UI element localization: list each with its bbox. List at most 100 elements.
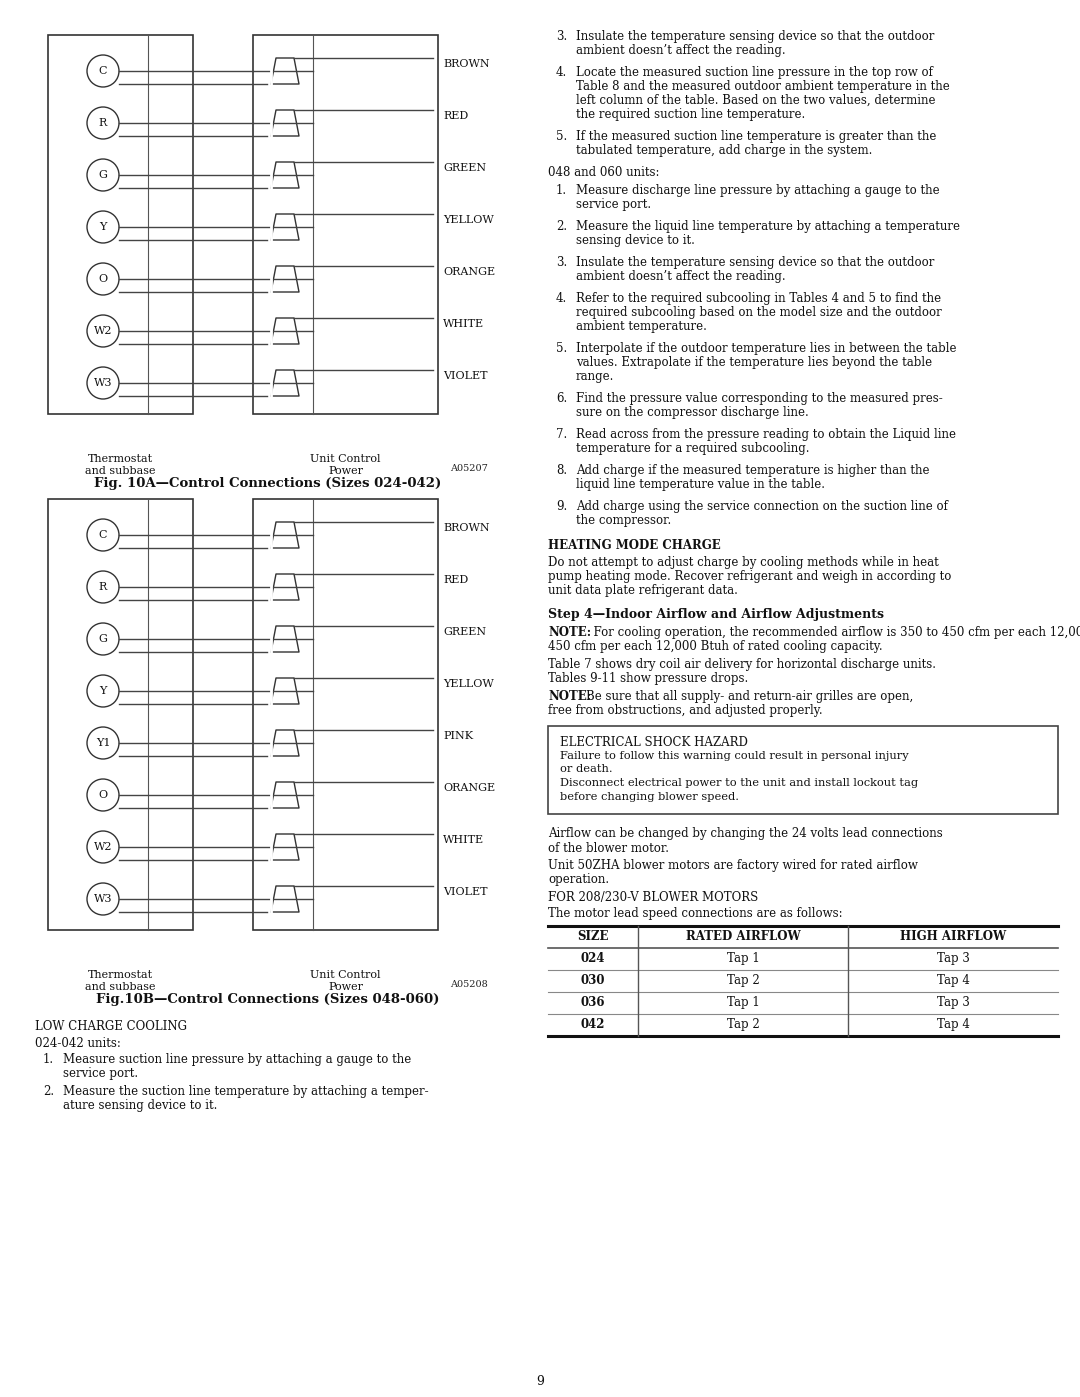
Text: FOR 208/230-V BLOWER MOTORS: FOR 208/230-V BLOWER MOTORS (548, 891, 758, 904)
Text: free from obstructions, and adjusted properly.: free from obstructions, and adjusted pro… (548, 704, 823, 717)
Text: Refer to the required subcooling in Tables 4 and 5 to find the: Refer to the required subcooling in Tabl… (576, 292, 941, 305)
Text: C: C (98, 529, 107, 541)
Text: BROWN: BROWN (443, 59, 489, 68)
Text: 8.: 8. (556, 464, 567, 476)
Text: 3.: 3. (556, 256, 567, 270)
Text: O: O (98, 789, 108, 800)
Text: Thermostat
and subbase: Thermostat and subbase (85, 454, 156, 475)
Text: YELLOW: YELLOW (443, 215, 494, 225)
Text: W2: W2 (94, 326, 112, 337)
Text: tabulated temperature, add charge in the system.: tabulated temperature, add charge in the… (576, 144, 873, 156)
Bar (548, 726, 1058, 813)
Text: WHITE: WHITE (443, 835, 484, 845)
Text: required subcooling based on the model size and the outdoor: required subcooling based on the model s… (576, 306, 942, 319)
Text: before changing blower speed.: before changing blower speed. (561, 792, 739, 802)
Text: A05207: A05207 (450, 464, 488, 474)
Text: Table 7 shows dry coil air delivery for horizontal discharge units.: Table 7 shows dry coil air delivery for … (548, 658, 936, 671)
Text: YELLOW: YELLOW (443, 679, 494, 689)
Text: 5.: 5. (556, 130, 567, 142)
Text: VIOLET: VIOLET (443, 372, 487, 381)
Text: 5.: 5. (556, 342, 567, 355)
Text: NOTE:: NOTE: (548, 690, 591, 703)
Text: the compressor.: the compressor. (576, 514, 672, 527)
Text: Locate the measured suction line pressure in the top row of: Locate the measured suction line pressur… (576, 66, 933, 80)
Text: Unit Control
Power: Unit Control Power (310, 970, 381, 992)
Text: If the measured suction line temperature is greater than the: If the measured suction line temperature… (576, 130, 936, 142)
Text: the required suction line temperature.: the required suction line temperature. (576, 108, 806, 122)
Text: Tap 2: Tap 2 (727, 974, 759, 988)
Text: Tap 3: Tap 3 (936, 951, 970, 965)
Text: VIOLET: VIOLET (443, 887, 487, 897)
Text: Tables 9-11 show pressure drops.: Tables 9-11 show pressure drops. (548, 672, 748, 685)
Text: RED: RED (443, 110, 469, 122)
Text: 4.: 4. (556, 66, 567, 80)
Text: Tap 2: Tap 2 (727, 1018, 759, 1031)
Text: Tap 1: Tap 1 (727, 996, 759, 1009)
Text: Measure suction line pressure by attaching a gauge to the: Measure suction line pressure by attachi… (63, 1053, 411, 1066)
Text: HEATING MODE CHARGE: HEATING MODE CHARGE (548, 539, 720, 552)
Text: 2.: 2. (43, 1085, 54, 1098)
Text: or death.: or death. (561, 764, 612, 774)
Bar (48, 499, 193, 930)
Text: The motor lead speed connections are as follows:: The motor lead speed connections are as … (548, 908, 842, 921)
Text: Measure the liquid line temperature by attaching a temperature: Measure the liquid line temperature by a… (576, 219, 960, 233)
Text: Do not attempt to adjust charge by cooling methods while in heat: Do not attempt to adjust charge by cooli… (548, 556, 939, 569)
Text: Insulate the temperature sensing device so that the outdoor: Insulate the temperature sensing device … (576, 256, 934, 270)
Text: 036: 036 (581, 996, 605, 1009)
Text: Insulate the temperature sensing device so that the outdoor: Insulate the temperature sensing device … (576, 29, 934, 43)
Text: Add charge using the service connection on the suction line of: Add charge using the service connection … (576, 500, 948, 513)
Text: Fig. 10A—Control Connections (Sizes 024-042): Fig. 10A—Control Connections (Sizes 024-… (94, 476, 442, 490)
Text: Disconnect electrical power to the unit and install lockout tag: Disconnect electrical power to the unit … (561, 778, 918, 788)
Text: temperature for a required subcooling.: temperature for a required subcooling. (576, 441, 810, 455)
Text: 1.: 1. (43, 1053, 54, 1066)
Text: Failure to follow this warning could result in personal injury: Failure to follow this warning could res… (561, 752, 908, 761)
Text: 042: 042 (581, 1018, 605, 1031)
Text: pump heating mode. Recover refrigerant and weigh in according to: pump heating mode. Recover refrigerant a… (548, 570, 951, 583)
Text: Add charge if the measured temperature is higher than the: Add charge if the measured temperature i… (576, 464, 930, 476)
Text: LOW CHARGE COOLING: LOW CHARGE COOLING (35, 1020, 187, 1032)
Text: sensing device to it.: sensing device to it. (576, 235, 694, 247)
Text: unit data plate refrigerant data.: unit data plate refrigerant data. (548, 584, 738, 597)
Text: Unit Control
Power: Unit Control Power (310, 454, 381, 475)
Text: Measure discharge line pressure by attaching a gauge to the: Measure discharge line pressure by attac… (576, 184, 940, 197)
Text: Fig.10B—Control Connections (Sizes 048-060): Fig.10B—Control Connections (Sizes 048-0… (96, 993, 440, 1006)
Text: W2: W2 (94, 842, 112, 852)
Text: Thermostat
and subbase: Thermostat and subbase (85, 970, 156, 992)
Text: SIZE: SIZE (577, 930, 609, 943)
Text: service port.: service port. (576, 198, 651, 211)
Text: operation.: operation. (548, 873, 609, 887)
Text: Tap 1: Tap 1 (727, 951, 759, 965)
Bar (253, 499, 438, 930)
Text: Read across from the pressure reading to obtain the Liquid line: Read across from the pressure reading to… (576, 427, 956, 441)
Text: R: R (99, 117, 107, 129)
Text: R: R (99, 583, 107, 592)
Text: ORANGE: ORANGE (443, 267, 495, 277)
Text: BROWN: BROWN (443, 522, 489, 534)
Text: 2.: 2. (556, 219, 567, 233)
Text: 4.: 4. (556, 292, 567, 305)
Text: 024-042 units:: 024-042 units: (35, 1037, 121, 1051)
Text: Y: Y (99, 686, 107, 696)
Text: GREEN: GREEN (443, 627, 486, 637)
Text: PINK: PINK (443, 731, 473, 740)
Text: Interpolate if the outdoor temperature lies in between the table: Interpolate if the outdoor temperature l… (576, 342, 957, 355)
Text: For cooling operation, the recommended airflow is 350 to 450 cfm per each 12,000: For cooling operation, the recommended a… (586, 626, 1080, 638)
Text: O: O (98, 274, 108, 284)
Text: range.: range. (576, 370, 615, 383)
Text: 030: 030 (581, 974, 605, 988)
Text: 7.: 7. (556, 427, 567, 441)
Text: ambient doesn’t affect the reading.: ambient doesn’t affect the reading. (576, 270, 785, 284)
Text: 450 cfm per each 12,000 Btuh of rated cooling capacity.: 450 cfm per each 12,000 Btuh of rated co… (548, 640, 882, 652)
Text: HIGH AIRFLOW: HIGH AIRFLOW (900, 930, 1007, 943)
Text: 9: 9 (536, 1375, 544, 1389)
Text: Table 8 and the measured outdoor ambient temperature in the: Table 8 and the measured outdoor ambient… (576, 80, 949, 94)
Text: 024: 024 (581, 951, 605, 965)
Text: of the blower motor.: of the blower motor. (548, 841, 669, 855)
Text: Airflow can be changed by changing the 24 volts lead connections: Airflow can be changed by changing the 2… (548, 827, 943, 841)
Text: A05208: A05208 (450, 981, 488, 989)
Text: ORANGE: ORANGE (443, 782, 495, 793)
Text: G: G (98, 634, 107, 644)
Text: 3.: 3. (556, 29, 567, 43)
Text: Tap 4: Tap 4 (936, 1018, 970, 1031)
Text: G: G (98, 170, 107, 180)
